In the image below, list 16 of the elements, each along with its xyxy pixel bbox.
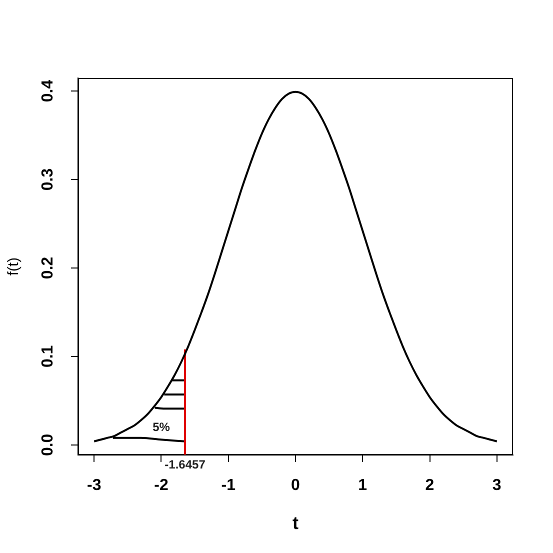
x-tick-label: -3 xyxy=(86,477,102,494)
y-tick-label: 0.1 xyxy=(39,345,56,368)
x-tick-label: 3 xyxy=(492,477,502,494)
x-tick-label: 0 xyxy=(291,477,300,494)
x-tick-label: -2 xyxy=(154,477,168,494)
y-axis-title: f(t) xyxy=(5,257,22,276)
x-axis-title: t xyxy=(292,513,298,534)
x-tick-label: 2 xyxy=(425,477,434,494)
annotation: 5% xyxy=(152,420,170,434)
y-tick-label: 0.4 xyxy=(39,80,56,102)
annotation: -1.6457 xyxy=(164,457,206,472)
x-tick-label: 1 xyxy=(358,477,368,494)
y-tick-label: 0.3 xyxy=(39,168,56,191)
x-tick-label: -1 xyxy=(221,477,236,494)
y-tick-label: 0.2 xyxy=(39,256,56,280)
y-tick-label: 0.0 xyxy=(39,434,56,456)
